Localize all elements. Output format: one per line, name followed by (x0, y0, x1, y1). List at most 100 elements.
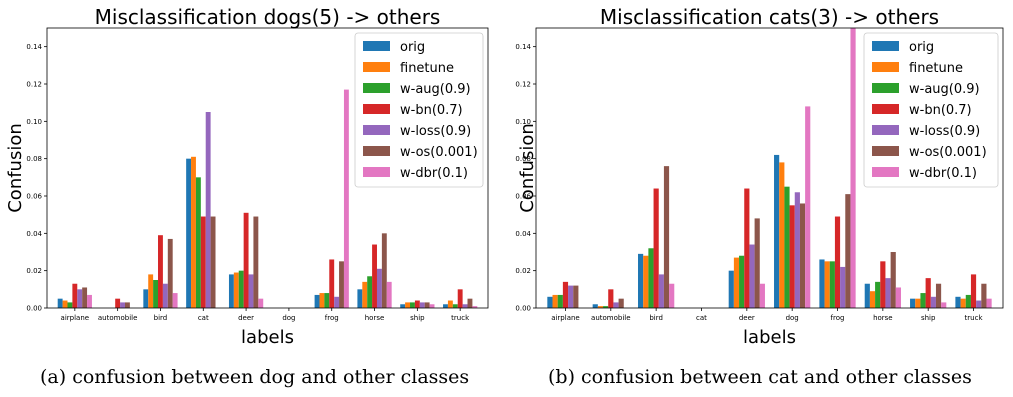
legend-entry: w-aug(0.9) (909, 82, 980, 97)
y-tick-label: 0.12 (515, 81, 531, 89)
legend: orig finetune w-aug(0.9) w-bn(0.7) w-loss(0.… (863, 32, 999, 188)
x-axis-label: labels (241, 327, 294, 348)
bar-w-bn-0-7--bird (158, 235, 163, 308)
bar-w-dbr-0-1--ship (941, 302, 947, 308)
bar-finetune-ship (405, 302, 411, 308)
bar-w-loss-0-9--bird (162, 283, 168, 308)
bar-w-aug-0-9--frog (829, 261, 835, 308)
x-tick-label-frog: frog (325, 314, 339, 322)
chart-title: Misclassification dogs(5) -> others (95, 5, 441, 29)
bar-w-dbr-0-1--deer (258, 298, 264, 308)
bar-orig-automobile (592, 304, 598, 308)
bar-w-dbr-0-1--deer (759, 283, 765, 308)
bar-w-dbr-0-1--ship (429, 304, 435, 308)
bar-finetune-airplane (552, 294, 558, 308)
bar-w-loss-0-9--deer (749, 244, 755, 308)
bar-orig-bird (638, 253, 644, 308)
x-tick-label-airplane: airplane (551, 314, 580, 322)
y-tick-label: 0.00 (26, 305, 42, 313)
bar-w-os-0-001--dog (799, 203, 806, 308)
bar-w-dbr-0-1--frog (850, 28, 856, 308)
bar-w-aug-0-9--ship (920, 293, 926, 308)
bar-orig-ship (910, 298, 916, 308)
y-axis-label: Confusion (517, 123, 538, 213)
bar-w-aug-0-9--automobile (603, 306, 609, 308)
legend-entry: finetune (909, 61, 963, 76)
bar-w-os-0-001--horse (890, 252, 896, 308)
legend-swatch-finetune (872, 62, 899, 72)
bar-finetune-bird (148, 274, 154, 308)
bar-w-loss-0-9--ship (419, 302, 425, 308)
bar-w-loss-0-9--automobile (613, 302, 619, 308)
x-tick-label-truck: truck (451, 314, 470, 322)
bar-orig-airplane (57, 298, 63, 308)
x-tick-label-cat: cat (696, 314, 707, 322)
x-tick-label-horse: horse (365, 314, 385, 322)
bar-orig-horse (357, 289, 363, 308)
bar-w-os-0-001--bird (663, 166, 670, 308)
bar-w-loss-0-9--frog (840, 266, 846, 308)
legend-swatch-orig (872, 41, 899, 51)
bar-w-bn-0-7--dog (789, 205, 795, 308)
bar-finetune-horse (362, 281, 368, 308)
x-axis-label: labels (743, 327, 796, 348)
x-tick-label-dog: dog (282, 314, 295, 322)
x-tick-label-cat: cat (198, 314, 209, 322)
bar-finetune-frog (319, 293, 325, 308)
bar-orig-bird (143, 289, 149, 308)
bar-w-loss-0-9--truck (462, 304, 468, 308)
bar-w-os-0-001--horse (381, 233, 387, 308)
bar-orig-truck (443, 304, 448, 308)
bar-w-os-0-001--truck (981, 283, 987, 308)
x-tick-label-automobile: automobile (591, 314, 631, 322)
bar-w-bn-0-7--bird (653, 188, 659, 308)
bar-w-loss-0-9--deer (248, 274, 254, 308)
legend-entry: w-os(0.001) (400, 145, 478, 160)
bar-w-bn-0-7--airplane (72, 283, 78, 308)
x-tick-label-bird: bird (154, 314, 168, 322)
bar-w-loss-0-9--dog (794, 192, 800, 308)
bar-finetune-automobile (597, 306, 604, 308)
bar-w-bn-0-7--deer (243, 212, 249, 308)
bar-w-dbr-0-1--truck (472, 306, 478, 308)
bar-w-os-0-001--cat (210, 216, 216, 308)
legend-entry: w-bn(0.7) (909, 103, 972, 118)
legend-swatch-w-dbr-0-1- (363, 167, 390, 177)
bar-orig-horse (864, 283, 870, 308)
bar-w-os-0-001--airplane (82, 287, 88, 308)
legend-swatch-w-os-0-001- (363, 146, 390, 156)
legend: orig finetune w-aug(0.9) w-bn(0.7) w-loss(0.… (354, 32, 484, 188)
bar-w-bn-0-7--truck (970, 274, 977, 308)
bar-w-bn-0-7--ship (414, 300, 420, 308)
legend-swatch-w-bn-0-7- (872, 104, 899, 114)
bar-finetune-deer (233, 272, 239, 308)
bar-w-bn-0-7--automobile (608, 289, 614, 308)
bar-finetune-deer (733, 257, 740, 308)
bar-orig-airplane (547, 296, 553, 308)
bar-w-dbr-0-1--bird (172, 293, 178, 308)
bar-w-loss-0-9--airplane (568, 285, 574, 308)
bar-orig-deer (228, 274, 234, 308)
bar-w-os-0-001--automobile (618, 298, 624, 308)
bar-finetune-bird (643, 255, 649, 308)
legend-entry: w-loss(0.9) (400, 124, 471, 139)
y-tick-label: 0.02 (515, 267, 531, 275)
bar-orig-ship (400, 304, 406, 308)
bar-finetune-cat (191, 156, 196, 308)
x-tick-label-airplane: airplane (61, 314, 90, 322)
y-tick-label: 0.04 (26, 230, 42, 238)
plot-frame (535, 27, 1004, 309)
bar-w-aug-0-9--deer (238, 270, 244, 308)
bar-w-aug-0-9--truck (452, 304, 458, 308)
x-tick-label-ship: ship (921, 314, 936, 322)
x-tick-label-automobile: automobile (98, 314, 138, 322)
bar-w-bn-0-7--airplane (562, 281, 569, 308)
bar-w-aug-0-9--horse (367, 276, 373, 308)
bar-w-os-0-001--airplane (573, 285, 579, 308)
legend-swatch-orig (363, 41, 390, 51)
bar-w-aug-0-9--airplane (557, 294, 563, 308)
legend-entry: orig (400, 40, 425, 55)
bar-orig-frog (819, 259, 825, 308)
bar-orig-frog (314, 294, 320, 308)
bar-w-dbr-0-1--horse (895, 287, 901, 308)
